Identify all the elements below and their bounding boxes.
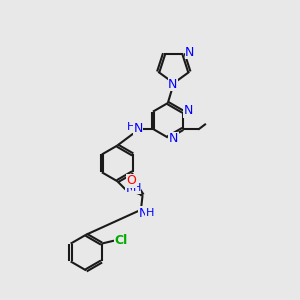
- Text: N: N: [168, 77, 178, 91]
- Text: N: N: [185, 46, 195, 59]
- Text: Cl: Cl: [114, 234, 128, 247]
- Text: O: O: [127, 174, 136, 188]
- Text: N: N: [125, 182, 135, 194]
- Text: N: N: [139, 206, 148, 220]
- Text: N: N: [134, 122, 143, 134]
- Text: H: H: [146, 208, 154, 218]
- Text: H: H: [127, 122, 135, 132]
- Text: N: N: [169, 132, 178, 145]
- Text: N: N: [184, 104, 194, 117]
- Text: H: H: [132, 183, 141, 193]
